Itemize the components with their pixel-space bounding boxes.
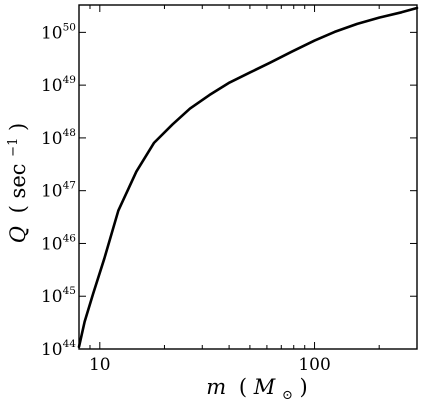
labels-layer: 10 100 1044 1045 1046 1047 1048 1049 1050	[41, 21, 331, 375]
plot-frame	[78, 4, 418, 350]
y-tick-label: 1049	[41, 74, 76, 96]
x-axis-label-sub: ⊙	[282, 388, 293, 403]
x-axis-label-close: )	[300, 375, 308, 399]
y-tick-label: 1048	[41, 127, 76, 149]
y-tick-label: 1045	[41, 285, 76, 307]
y-tick-label: 1050	[41, 21, 76, 43]
x-tick-label: 10	[89, 355, 111, 375]
x-axis-label-open: (	[239, 375, 247, 399]
ticks-layer	[78, 5, 418, 350]
y-axis-label: Q ( sec −1 )	[0, 123, 30, 244]
y-axis-label-open: (	[6, 205, 30, 213]
x-axis-label-var: m	[206, 375, 226, 399]
y-axis-label-var: Q	[6, 226, 30, 243]
y-axis-label-sup: −1	[6, 138, 21, 157]
x-axis-label-unit: M	[253, 375, 276, 399]
y-axis-label-close: )	[6, 123, 30, 131]
y-axis-label-unit: sec	[6, 163, 30, 198]
y-tick-label: 1047	[41, 180, 76, 202]
y-tick-label: 1044	[41, 338, 76, 360]
y-tick-label: 1046	[41, 232, 76, 254]
x-axis-label: m ( M ⊙ )	[206, 375, 308, 404]
x-tick-label: 100	[298, 355, 330, 375]
series-line-q-vs-m	[77, 6, 419, 349]
